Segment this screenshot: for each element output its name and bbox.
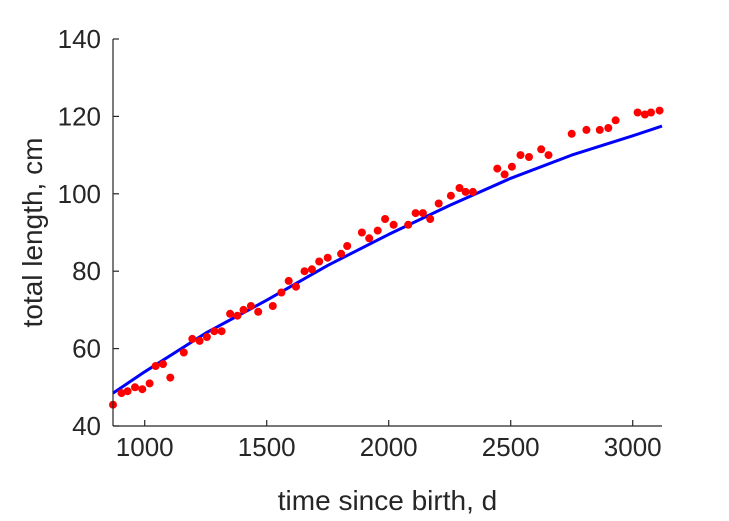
data-point (426, 215, 435, 223)
x-tick-label: 1500 (238, 432, 296, 462)
data-point (418, 209, 427, 218)
data-point (525, 153, 533, 161)
data-point (611, 116, 620, 125)
y-tick-label: 120 (58, 101, 101, 131)
data-point (595, 125, 604, 134)
data-point (217, 327, 226, 336)
data-point (131, 383, 139, 392)
x-tick-label: 3000 (604, 432, 662, 462)
fit-curve (112, 124, 663, 395)
data-point (411, 209, 420, 218)
data-point (343, 242, 352, 250)
y-tick-label: 140 (58, 24, 101, 54)
data-point (337, 249, 346, 258)
y-axis-label: total length, cm (17, 138, 48, 328)
data-point (446, 191, 455, 200)
data-point (323, 253, 332, 262)
data-point (195, 336, 204, 345)
data-point (292, 282, 300, 291)
x-axis-label: time since birth, d (278, 485, 497, 516)
data-point (268, 302, 277, 310)
y-axis-ticks: 40 60 80 100 120 140 (58, 24, 119, 441)
data-point (159, 360, 167, 369)
data-point (500, 170, 509, 179)
x-tick-label: 2000 (360, 432, 418, 462)
data-point (151, 362, 160, 370)
data-point (300, 267, 309, 276)
data-point (123, 387, 132, 396)
data-point (202, 333, 211, 341)
x-tick-label: 1000 (116, 432, 174, 462)
data-point (138, 385, 147, 394)
data-point (544, 151, 553, 160)
data-point (468, 187, 477, 196)
data-point (357, 228, 366, 237)
data-point (373, 226, 382, 235)
data-point (381, 215, 390, 223)
x-tick-label: 2500 (482, 432, 540, 462)
data-point (284, 276, 293, 285)
data-point (567, 129, 576, 138)
data-point (604, 124, 613, 132)
data-point (516, 151, 525, 160)
y-tick-label: 100 (58, 179, 101, 209)
data-point (434, 199, 443, 208)
data-point (239, 305, 248, 314)
data-point (188, 334, 197, 343)
data-point (277, 288, 286, 297)
data-point (655, 106, 664, 115)
data-point (582, 125, 591, 134)
data-point (117, 389, 126, 398)
data-point (166, 373, 175, 382)
x-axis-ticks: 1000 1500 2000 2500 3000 (116, 420, 662, 462)
data-point (455, 184, 464, 192)
data-point (461, 187, 470, 196)
data-point (210, 327, 219, 336)
data-point (493, 164, 502, 173)
data-point (145, 379, 154, 388)
data-points-layer (109, 106, 664, 409)
data-point (640, 110, 649, 119)
data-point (647, 108, 655, 117)
data-point (315, 257, 324, 266)
data-point (226, 309, 235, 318)
data-point (246, 302, 255, 310)
data-point (507, 162, 516, 171)
axes (112, 39, 662, 427)
data-point (307, 265, 316, 274)
data-point (404, 220, 413, 229)
data-point (389, 220, 398, 229)
data-point (537, 145, 546, 154)
data-point (179, 348, 188, 357)
data-point (365, 234, 374, 243)
data-point (633, 108, 642, 117)
y-tick-label: 80 (72, 256, 101, 286)
y-tick-label: 60 (72, 334, 101, 364)
data-point (233, 311, 242, 320)
y-tick-label: 40 (72, 411, 101, 441)
fit-curve-layer (112, 124, 663, 395)
data-point (254, 307, 263, 316)
